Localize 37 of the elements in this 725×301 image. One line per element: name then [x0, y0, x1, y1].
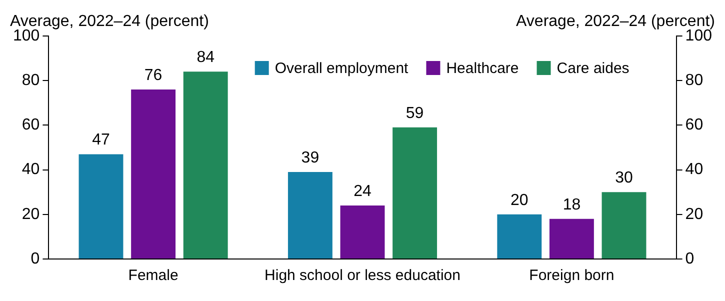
bar	[602, 192, 646, 258]
legend-label: Care aides	[556, 60, 630, 78]
y2-tick-label: 80	[685, 72, 704, 90]
bar	[288, 172, 332, 258]
data-label: 24	[354, 182, 372, 200]
bar	[392, 127, 438, 258]
bar	[549, 218, 594, 258]
data-label: 30	[615, 170, 634, 187]
legend-label: Overall employment	[274, 60, 410, 78]
y-tick-label: 60	[22, 116, 40, 134]
x-tick-label: Female	[128, 267, 178, 284]
y2-tick-label: 0	[685, 250, 694, 268]
data-label: 39	[301, 149, 320, 166]
bar	[78, 154, 124, 258]
x-tick-label: High school or less education	[264, 267, 460, 284]
y-axis-title: Average, 2022–24 (percent)	[10, 13, 209, 30]
y-tick-label: 100	[12, 27, 40, 44]
data-label: 84	[196, 49, 215, 66]
bar	[340, 205, 385, 258]
legend-label: Healthcare	[446, 60, 519, 78]
bar	[183, 72, 228, 258]
bar	[131, 90, 176, 258]
y-tick-label: 20	[22, 206, 40, 223]
data-label: 18	[562, 196, 581, 214]
data-label: 59	[406, 104, 424, 122]
y2-tick-label: 20	[685, 206, 704, 223]
data-label: 76	[144, 66, 162, 84]
y2-tick-label: 60	[685, 116, 704, 134]
x-tick-label: Foreign born	[529, 267, 614, 284]
y2-axis-title: Average, 2022–24 (percent)	[516, 13, 715, 30]
data-label: 20	[510, 192, 528, 209]
y2-tick-label: 40	[685, 161, 704, 178]
bar	[497, 214, 542, 258]
y-tick-label: 0	[30, 250, 40, 268]
y-tick-label: 80	[22, 72, 40, 90]
data-label: 47	[92, 132, 110, 149]
y-tick-label: 40	[22, 161, 40, 178]
